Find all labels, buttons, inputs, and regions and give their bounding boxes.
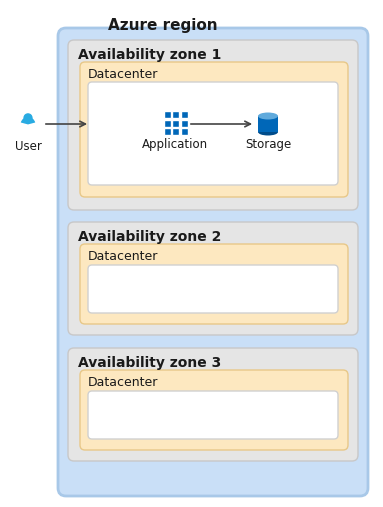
Text: Datacenter: Datacenter [88,68,159,81]
Bar [181,128,188,135]
Text: Application: Application [142,138,208,151]
Text: Availability zone 1: Availability zone 1 [78,48,221,62]
Text: Datacenter: Datacenter [88,376,159,389]
Text: Storage: Storage [245,138,291,151]
Bar [172,128,179,135]
Bar [172,120,179,127]
FancyBboxPatch shape [68,40,358,210]
Bar [164,120,171,127]
FancyBboxPatch shape [88,82,338,185]
Ellipse shape [258,128,278,135]
FancyBboxPatch shape [58,28,368,496]
FancyBboxPatch shape [80,370,348,450]
Bar [172,112,179,118]
Text: Availability zone 2: Availability zone 2 [78,230,221,244]
Text: Azure region: Azure region [108,18,218,33]
Bar [164,112,171,118]
Ellipse shape [258,113,278,120]
FancyBboxPatch shape [88,265,338,313]
Bar [181,120,188,127]
Text: Availability zone 3: Availability zone 3 [78,356,221,370]
Circle shape [23,113,33,123]
FancyBboxPatch shape [68,348,358,461]
Bar [181,112,188,118]
Bar [258,116,278,132]
FancyBboxPatch shape [80,244,348,324]
FancyBboxPatch shape [68,222,358,335]
FancyBboxPatch shape [88,391,338,439]
FancyBboxPatch shape [80,62,348,197]
Text: Datacenter: Datacenter [88,250,159,263]
Wedge shape [21,117,35,124]
Text: User: User [15,140,41,153]
Bar [164,128,171,135]
